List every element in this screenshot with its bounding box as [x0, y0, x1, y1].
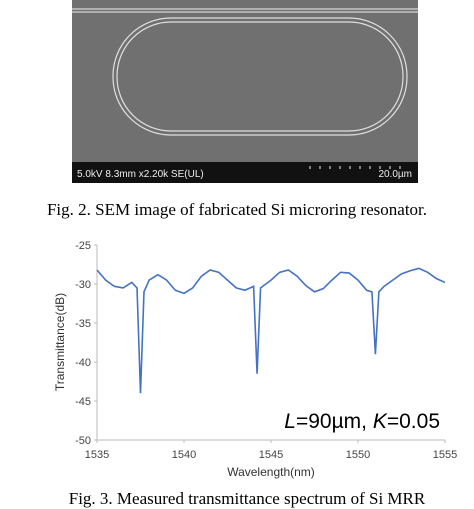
y-tick-label: -35 [75, 318, 91, 330]
y-tick-label: -50 [75, 435, 91, 447]
sem-info: 5.0kV 8.3mm x2.20k SE(UL) [77, 169, 204, 180]
sem-background [72, 0, 418, 183]
y-tick-label: -45 [75, 396, 91, 408]
annotation-part: L [284, 410, 296, 433]
annotation-part: =90µm, [296, 410, 373, 433]
y-tick-label: -30 [75, 279, 91, 291]
y-axis-label: Transmittance(dB) [53, 293, 67, 391]
ring-outer [112, 17, 408, 136]
x-tick-label: 1550 [346, 449, 370, 461]
annotation-part: K [373, 410, 388, 433]
annotation-part: =0.05 [387, 410, 440, 433]
sem-scale: 20.0µm [378, 169, 412, 180]
caption: Fig. 2. SEM image of fabricated Si micro… [47, 200, 427, 219]
caption: Fig. 3. Measured transmittance spectrum … [69, 489, 426, 508]
annotation: L=90µm, K=0.05 [284, 410, 440, 433]
y-tick-label: -25 [75, 240, 91, 252]
x-tick-label: 1545 [259, 449, 283, 461]
x-tick-label: 1535 [85, 449, 109, 461]
x-axis-label: Wavelength(nm) [227, 465, 315, 479]
info-bar [72, 162, 418, 183]
y-tick-label: -40 [75, 357, 91, 369]
sem-image: 5.0kV 8.3mm x2.20k SE(UL) 20.0µm [72, 0, 418, 183]
ring-inner [116, 21, 404, 132]
x-tick-label: 1540 [172, 449, 196, 461]
data-line [96, 267, 446, 394]
scale-bar [309, 166, 401, 169]
x-tick-label: 1555 [433, 449, 457, 461]
